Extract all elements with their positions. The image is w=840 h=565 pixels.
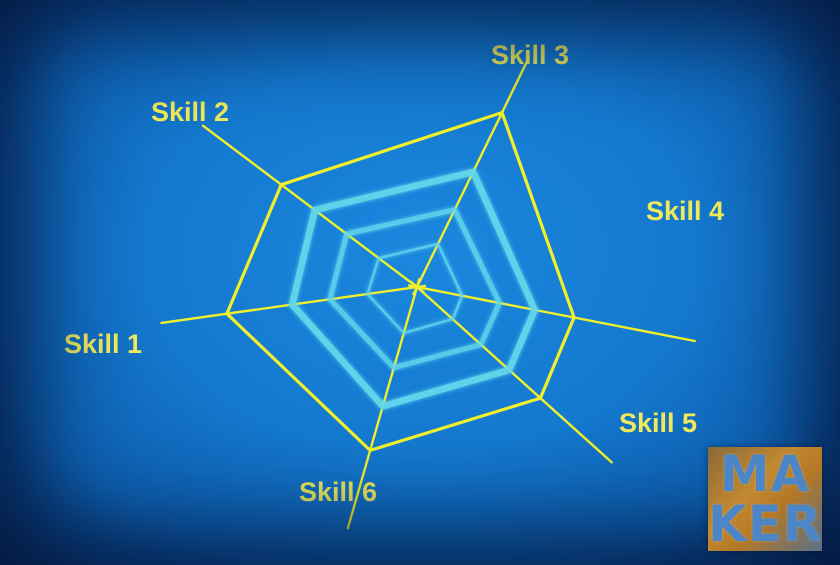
series-polygon-2 <box>288 168 539 410</box>
category-label-5: Skill 5 <box>619 408 697 438</box>
axes-layer <box>160 56 697 530</box>
category-label-6: Skill 6 <box>299 477 377 507</box>
logo-text-bottom: KER <box>708 495 822 551</box>
category-label-4: Skill 4 <box>646 196 724 226</box>
axis-line-3 <box>412 56 530 296</box>
maker-logo: MA KER <box>708 447 822 551</box>
series-polygon-3 <box>327 207 502 371</box>
category-label-2: Skill 2 <box>151 97 229 127</box>
series-polygon-4 <box>366 242 464 335</box>
series-polygon-1 <box>225 110 576 452</box>
logo-text-top: MA <box>719 447 811 503</box>
axis-line-4 <box>407 284 697 343</box>
labels-layer: Skill 1 Skill 2 Skill 3 Skill 4 Skill 5 Skill… <box>64 40 724 507</box>
category-label-1: Skill 1 <box>64 329 142 359</box>
category-label-3: Skill 3 <box>491 40 569 70</box>
series-layer <box>225 110 576 452</box>
